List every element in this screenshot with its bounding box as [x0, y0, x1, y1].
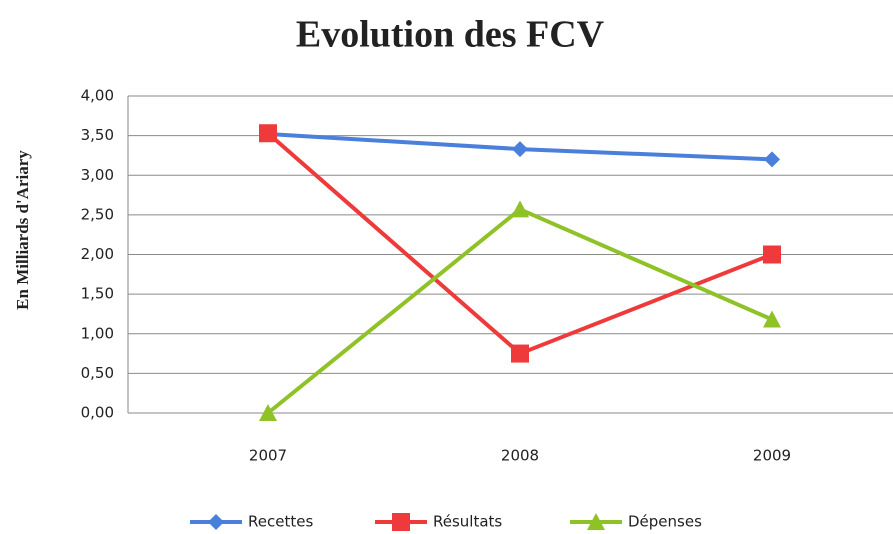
series-line — [266, 131, 773, 356]
y-tick-label: 3,50 — [81, 126, 114, 144]
data-point — [764, 151, 780, 168]
y-tick-label: 0,00 — [81, 404, 114, 422]
legend-marker — [587, 513, 605, 530]
legend-label: Dépenses — [628, 513, 702, 531]
y-tick-label: 0,50 — [81, 364, 114, 382]
y-tick-label: 1,00 — [81, 324, 114, 342]
legend-marker — [392, 513, 410, 531]
x-tick-label: 2007 — [249, 447, 287, 465]
y-axis-label: En Milliards d'Ariary — [13, 150, 32, 310]
chart-title: Evolution des FCV — [296, 14, 605, 56]
y-tick-label: 3,00 — [81, 166, 114, 184]
y-tick-label: 4,00 — [81, 87, 114, 105]
data-point — [259, 124, 277, 143]
data-point — [763, 245, 781, 264]
data-point — [763, 310, 781, 328]
data-point — [511, 200, 529, 218]
legend-label: Recettes — [248, 513, 313, 531]
legend-marker — [208, 514, 224, 530]
x-tick-label: 2008 — [501, 447, 539, 465]
data-point — [259, 404, 277, 421]
legend-label: Résultats — [433, 513, 502, 531]
data-point — [511, 344, 529, 363]
x-tick-label: 2009 — [753, 447, 791, 465]
y-tick-label: 1,50 — [81, 285, 114, 303]
y-tick-label: 2,50 — [81, 205, 114, 223]
data-point — [512, 141, 528, 158]
series-line — [266, 207, 773, 415]
y-tick-label: 2,00 — [81, 245, 114, 263]
